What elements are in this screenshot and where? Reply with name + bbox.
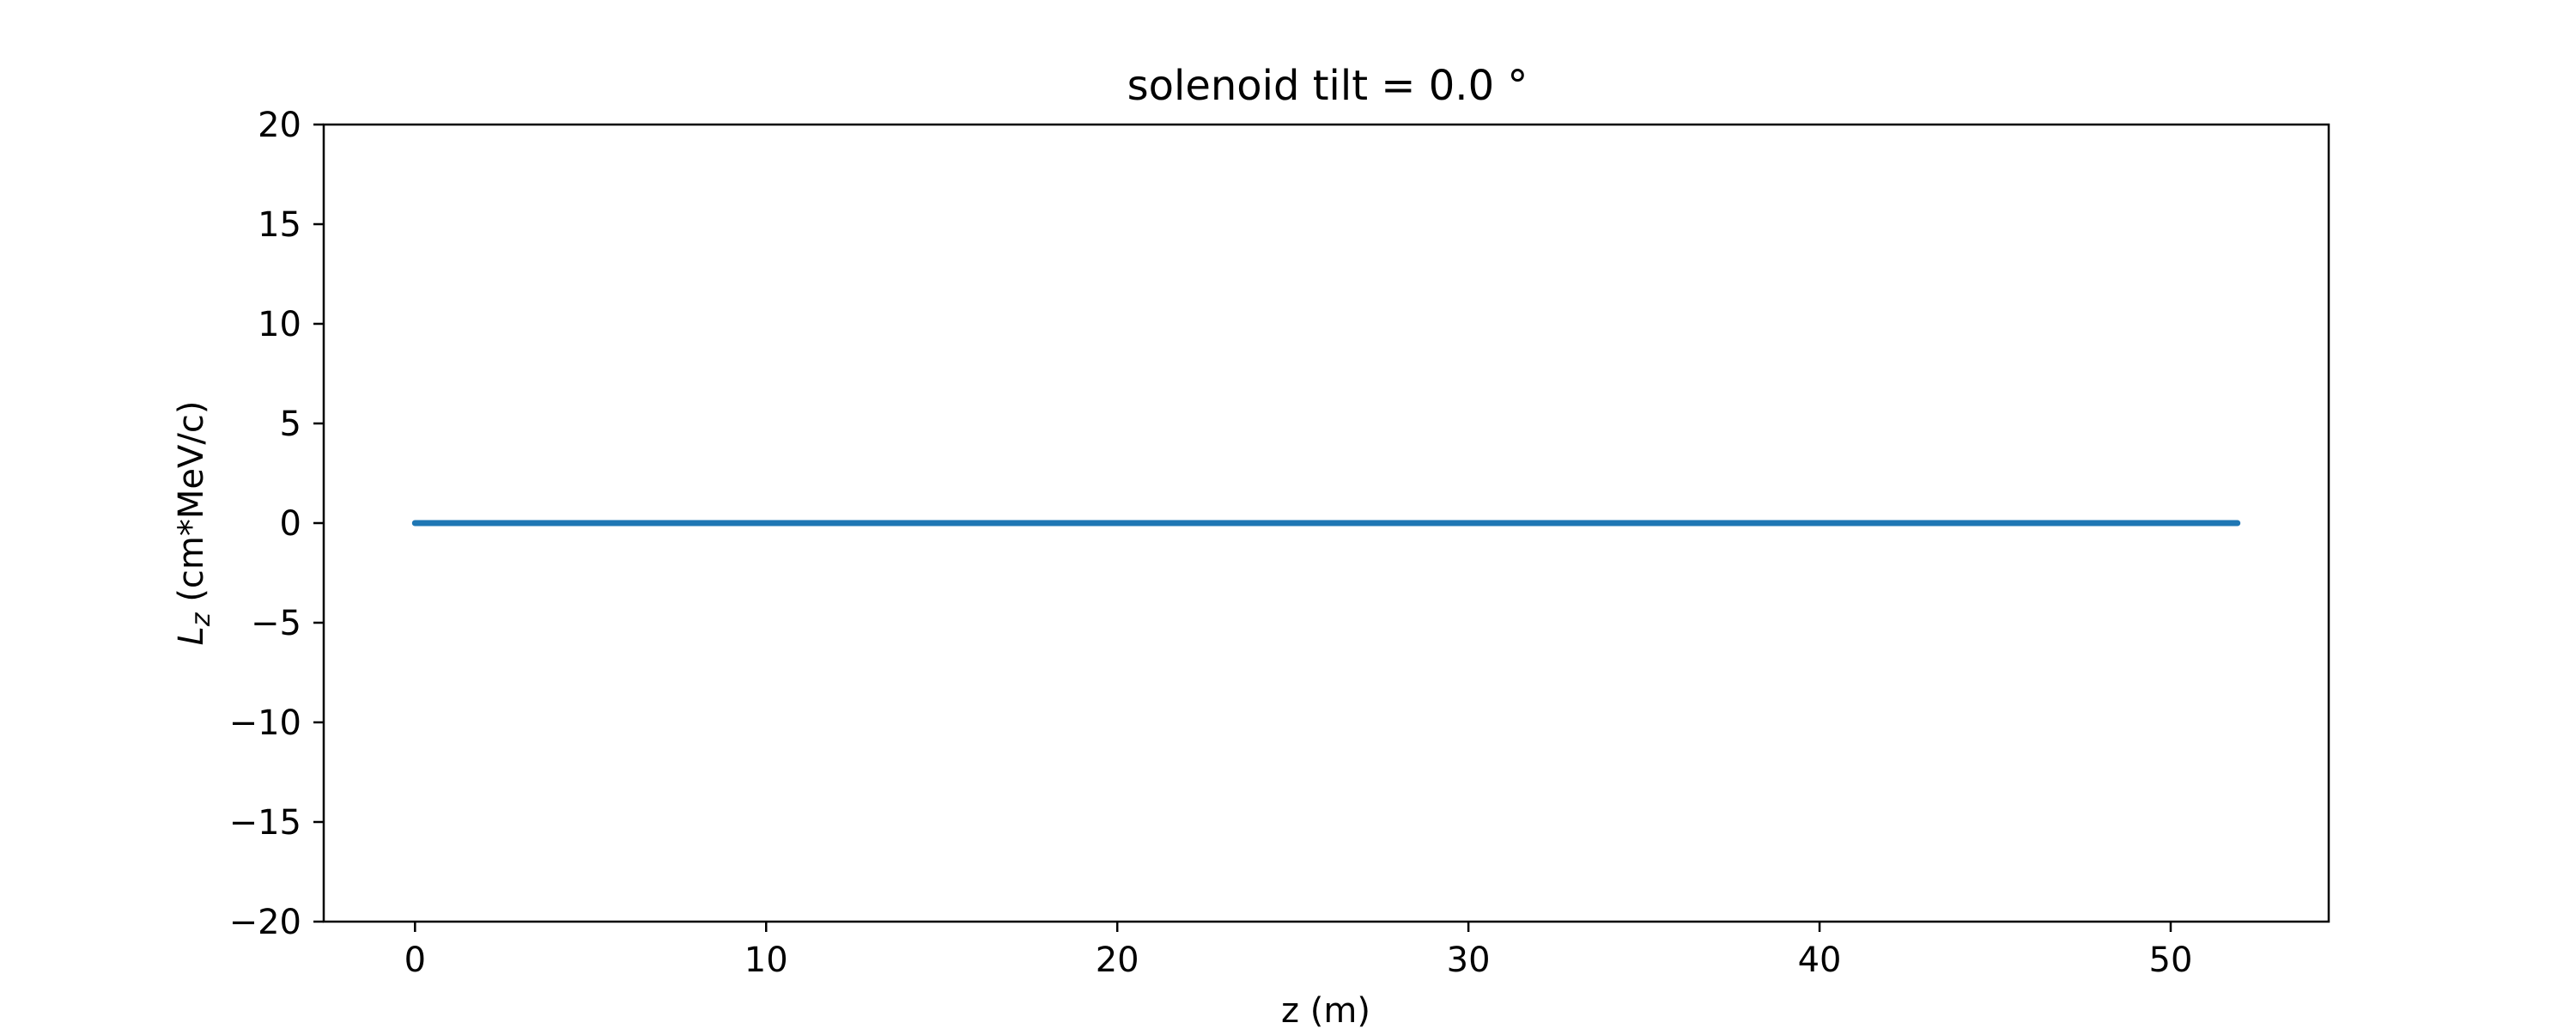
x-tick-label: 10 bbox=[744, 941, 788, 980]
x-tick-label: 30 bbox=[1447, 941, 1491, 980]
y-tick-label: 5 bbox=[280, 405, 301, 444]
y-tick-label: −10 bbox=[229, 703, 301, 743]
x-tick-label: 20 bbox=[1096, 941, 1139, 980]
y-tick-label: 15 bbox=[258, 205, 301, 245]
y-tick-label: 10 bbox=[258, 305, 301, 344]
y-axis-label-main: L bbox=[172, 626, 211, 645]
x-axis-label: z (m) bbox=[1281, 991, 1370, 1031]
x-tick-label: 50 bbox=[2149, 941, 2193, 980]
x-tick-label: 0 bbox=[404, 941, 426, 980]
y-tick-label: 0 bbox=[280, 504, 301, 544]
y-tick-label: −5 bbox=[251, 604, 301, 643]
y-axis-label-unit: (cm*MeV/c) bbox=[172, 401, 211, 613]
chart-title: solenoid tilt = 0.0 ° bbox=[1127, 62, 1528, 110]
y-tick-label: −15 bbox=[229, 803, 301, 843]
x-axis: 0 10 20 30 40 50 bbox=[404, 922, 2193, 980]
y-tick-label: 20 bbox=[258, 106, 301, 145]
y-axis-label: Lz (cm*MeV/c) bbox=[172, 401, 216, 646]
y-axis-label-subscript: z bbox=[186, 612, 216, 627]
x-tick-label: 40 bbox=[1798, 941, 1842, 980]
y-axis: −20 −15 −10 −5 0 5 10 15 20 bbox=[229, 106, 324, 942]
y-tick-label: −20 bbox=[229, 903, 301, 942]
plot-frame bbox=[322, 123, 2330, 923]
